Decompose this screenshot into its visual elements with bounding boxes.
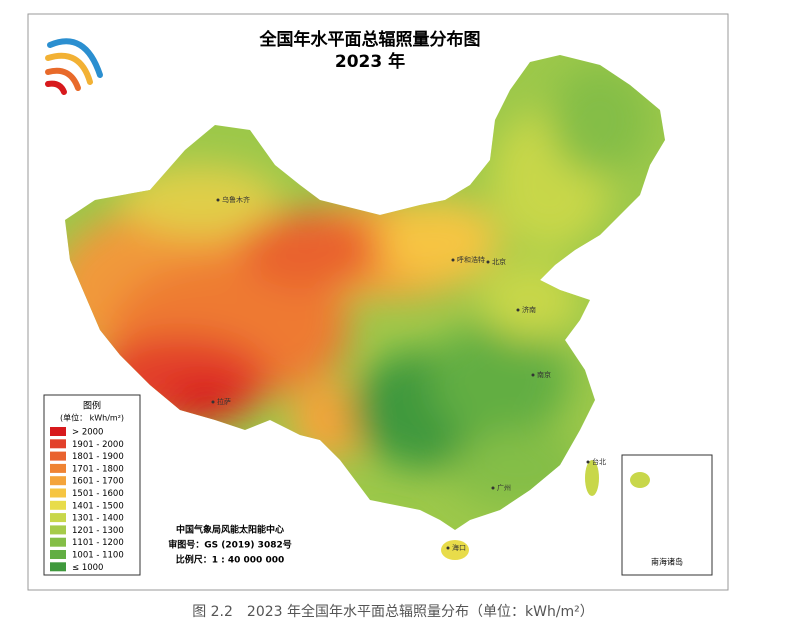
place-dot [216, 198, 220, 202]
place-label: 呼和浩特 [457, 255, 485, 264]
place-label: 广州 [497, 483, 511, 492]
legend-swatch [50, 500, 66, 510]
legend-label: 1601 - 1700 [72, 477, 124, 487]
legend-swatch [50, 488, 66, 498]
legend-label: 1501 - 1600 [72, 489, 124, 499]
credit-line: 中国气象局风能太阳能中心 [176, 524, 284, 536]
taiwan [585, 460, 599, 496]
legend-swatch [50, 427, 66, 436]
legend-swatch [50, 562, 66, 572]
inset-land [630, 472, 650, 488]
place-dot [446, 546, 450, 550]
legend-title: 图例 [83, 400, 101, 412]
legend-label: 1801 - 1900 [72, 452, 124, 462]
legend-label: 1401 - 1500 [72, 501, 124, 511]
place-label: 北京 [492, 257, 506, 266]
place-label: 济南 [522, 305, 536, 314]
legend-label: 1101 - 1200 [72, 538, 124, 548]
place-label: 乌鲁木齐 [222, 195, 250, 204]
legend-swatch [50, 525, 66, 535]
legend-label: ≤ 1000 [72, 563, 103, 573]
legend-items: > 2000 1901 - 2000 1801 - 1900 1701 - 1800 1… [50, 427, 124, 573]
legend-swatch [50, 476, 66, 486]
legend-swatch [50, 451, 66, 461]
caption: 图 2.2 2023 年全国年水平面总辐照量分布（单位：kWh/m²） [192, 603, 594, 620]
legend-swatch [50, 537, 66, 547]
place-dot [516, 308, 520, 312]
legend-label: 1301 - 1400 [72, 514, 124, 524]
place-label: 海口 [452, 543, 466, 552]
place-dot [486, 260, 490, 264]
place-label: 拉萨 [217, 397, 231, 406]
legend-swatch [50, 463, 66, 473]
legend-label: > 2000 [72, 428, 103, 438]
place-label: 南京 [537, 370, 551, 379]
place-dot [531, 373, 535, 377]
hainan [441, 540, 469, 560]
place-label: 台北 [592, 457, 606, 466]
legend-unit: (单位： kWh/m²) [60, 413, 124, 423]
title: 全国年水平面总辐照量分布图 [259, 29, 481, 50]
legend-swatch [50, 439, 66, 449]
subtitle: 2023 年 [335, 51, 405, 72]
legend-swatch [50, 513, 66, 523]
logo [45, 38, 103, 95]
legend-label: 1001 - 1100 [72, 551, 124, 561]
legend-label: 1901 - 2000 [72, 440, 124, 450]
legend-label: 1201 - 1300 [72, 526, 124, 536]
credit-line: 审图号：GS (2019) 3082号 [168, 539, 291, 551]
legend-swatch [50, 550, 66, 559]
place-dot [451, 258, 455, 262]
inset-box [621, 454, 713, 576]
place-dot [586, 460, 590, 464]
legend-label: 1701 - 1800 [72, 464, 124, 474]
place-dot [211, 400, 215, 404]
credit-line: 比例尺：1 : 40 000 000 [176, 554, 285, 566]
inset-label: 南海诸岛 [651, 557, 683, 567]
place-dot [491, 486, 495, 490]
